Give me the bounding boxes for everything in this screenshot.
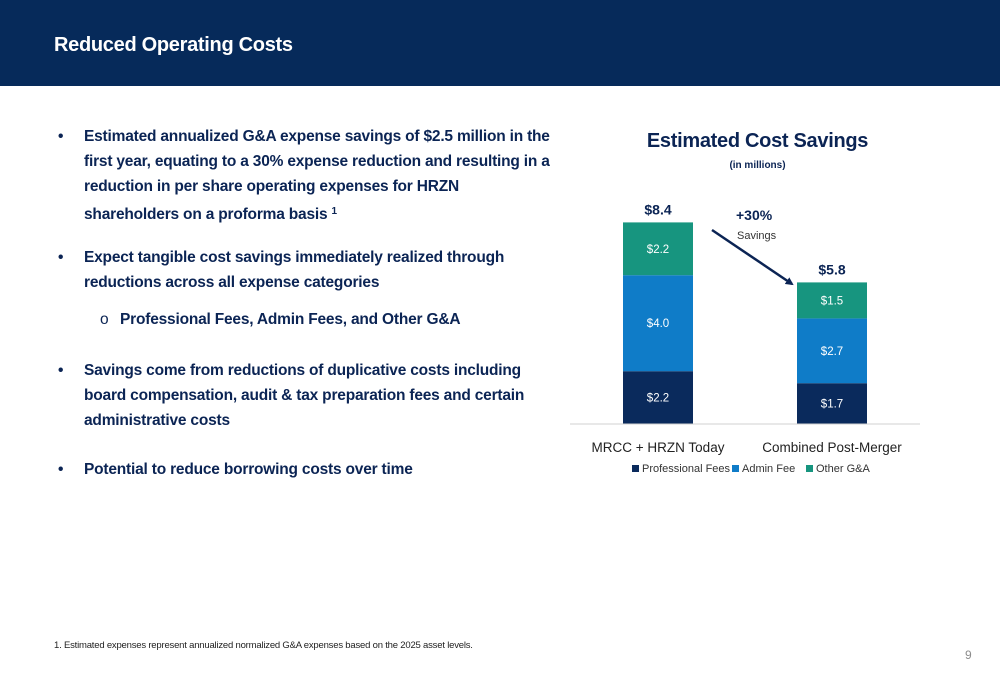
bullet-glyph: • [58, 362, 64, 379]
chart-subtitle: (in millions) [729, 160, 786, 171]
legend-label: Admin Fee [742, 463, 795, 475]
bullet-item: • Potential to reduce borrowing costs ov… [58, 457, 558, 482]
sub-bullet-item: o Professional Fees, Admin Fees, and Oth… [58, 307, 558, 332]
footnote: 1. Estimated expenses represent annualiz… [54, 640, 473, 651]
bar-admin-fee [623, 275, 693, 372]
cost-savings-chart: Estimated Cost Savings (in millions) $2.… [560, 126, 940, 486]
data-label: $4.0 [647, 318, 669, 330]
annotation-text: Savings [737, 230, 777, 242]
legend-label: Other G&A [816, 463, 870, 475]
legend-swatch [732, 465, 739, 472]
legend-label: Professional Fees [642, 463, 731, 475]
page-number: 9 [965, 648, 972, 662]
bullet-text: Savings come from reductions of duplicat… [84, 362, 525, 429]
bullet-item: • Estimated annualized G&A expense savin… [58, 124, 558, 227]
bar-professional-fees [623, 371, 693, 424]
sub-bullet-text: Professional Fees, Admin Fees, and Other… [120, 311, 461, 328]
footnote-ref: 1 [331, 206, 338, 217]
bar-professional-fees [797, 383, 867, 424]
bullet-glyph: • [58, 249, 64, 266]
bullet-glyph: • [58, 461, 64, 478]
bullet-list: • Estimated annualized G&A expense savin… [58, 124, 558, 482]
bullet-text: Expect tangible cost savings immediately… [84, 249, 505, 291]
chart-plot: $2.2 $4.0 $2.2 $8.4 MRCC + HRZN Today $1.7 $2.… [570, 201, 920, 475]
data-label: $1.5 [821, 295, 843, 307]
category-label: Combined Post-Merger [762, 440, 902, 455]
total-label: $8.4 [644, 201, 671, 217]
data-label: $1.7 [821, 399, 843, 411]
total-label: $5.8 [818, 261, 845, 277]
category-label: MRCC + HRZN Today [592, 440, 725, 455]
savings-arrow [711, 228, 794, 286]
bar-other-g-a [797, 282, 867, 319]
bullet-text: Potential to reduce borrowing costs over… [84, 461, 413, 478]
bullet-item: • Expect tangible cost savings immediate… [58, 245, 558, 295]
bar-admin-fee [797, 318, 867, 384]
bar-other-g-a [623, 222, 693, 276]
chart-title: Estimated Cost Savings [646, 130, 869, 152]
data-label: $2.7 [821, 346, 843, 358]
legend-swatch [806, 465, 813, 472]
annotation-value: +30% [736, 207, 773, 223]
data-label: $2.2 [647, 393, 669, 405]
data-label: $2.2 [647, 244, 669, 256]
bullet-glyph: • [58, 128, 64, 145]
bullet-text: Estimated annualized G&A expense savings… [84, 128, 550, 223]
sub-bullet-glyph: o [100, 311, 109, 328]
header-bar: Reduced Operating Costs [0, 0, 1000, 86]
legend-swatch [632, 465, 639, 472]
page-title: Reduced Operating Costs [54, 34, 293, 56]
bullet-item: • Savings come from reductions of duplic… [58, 358, 558, 433]
